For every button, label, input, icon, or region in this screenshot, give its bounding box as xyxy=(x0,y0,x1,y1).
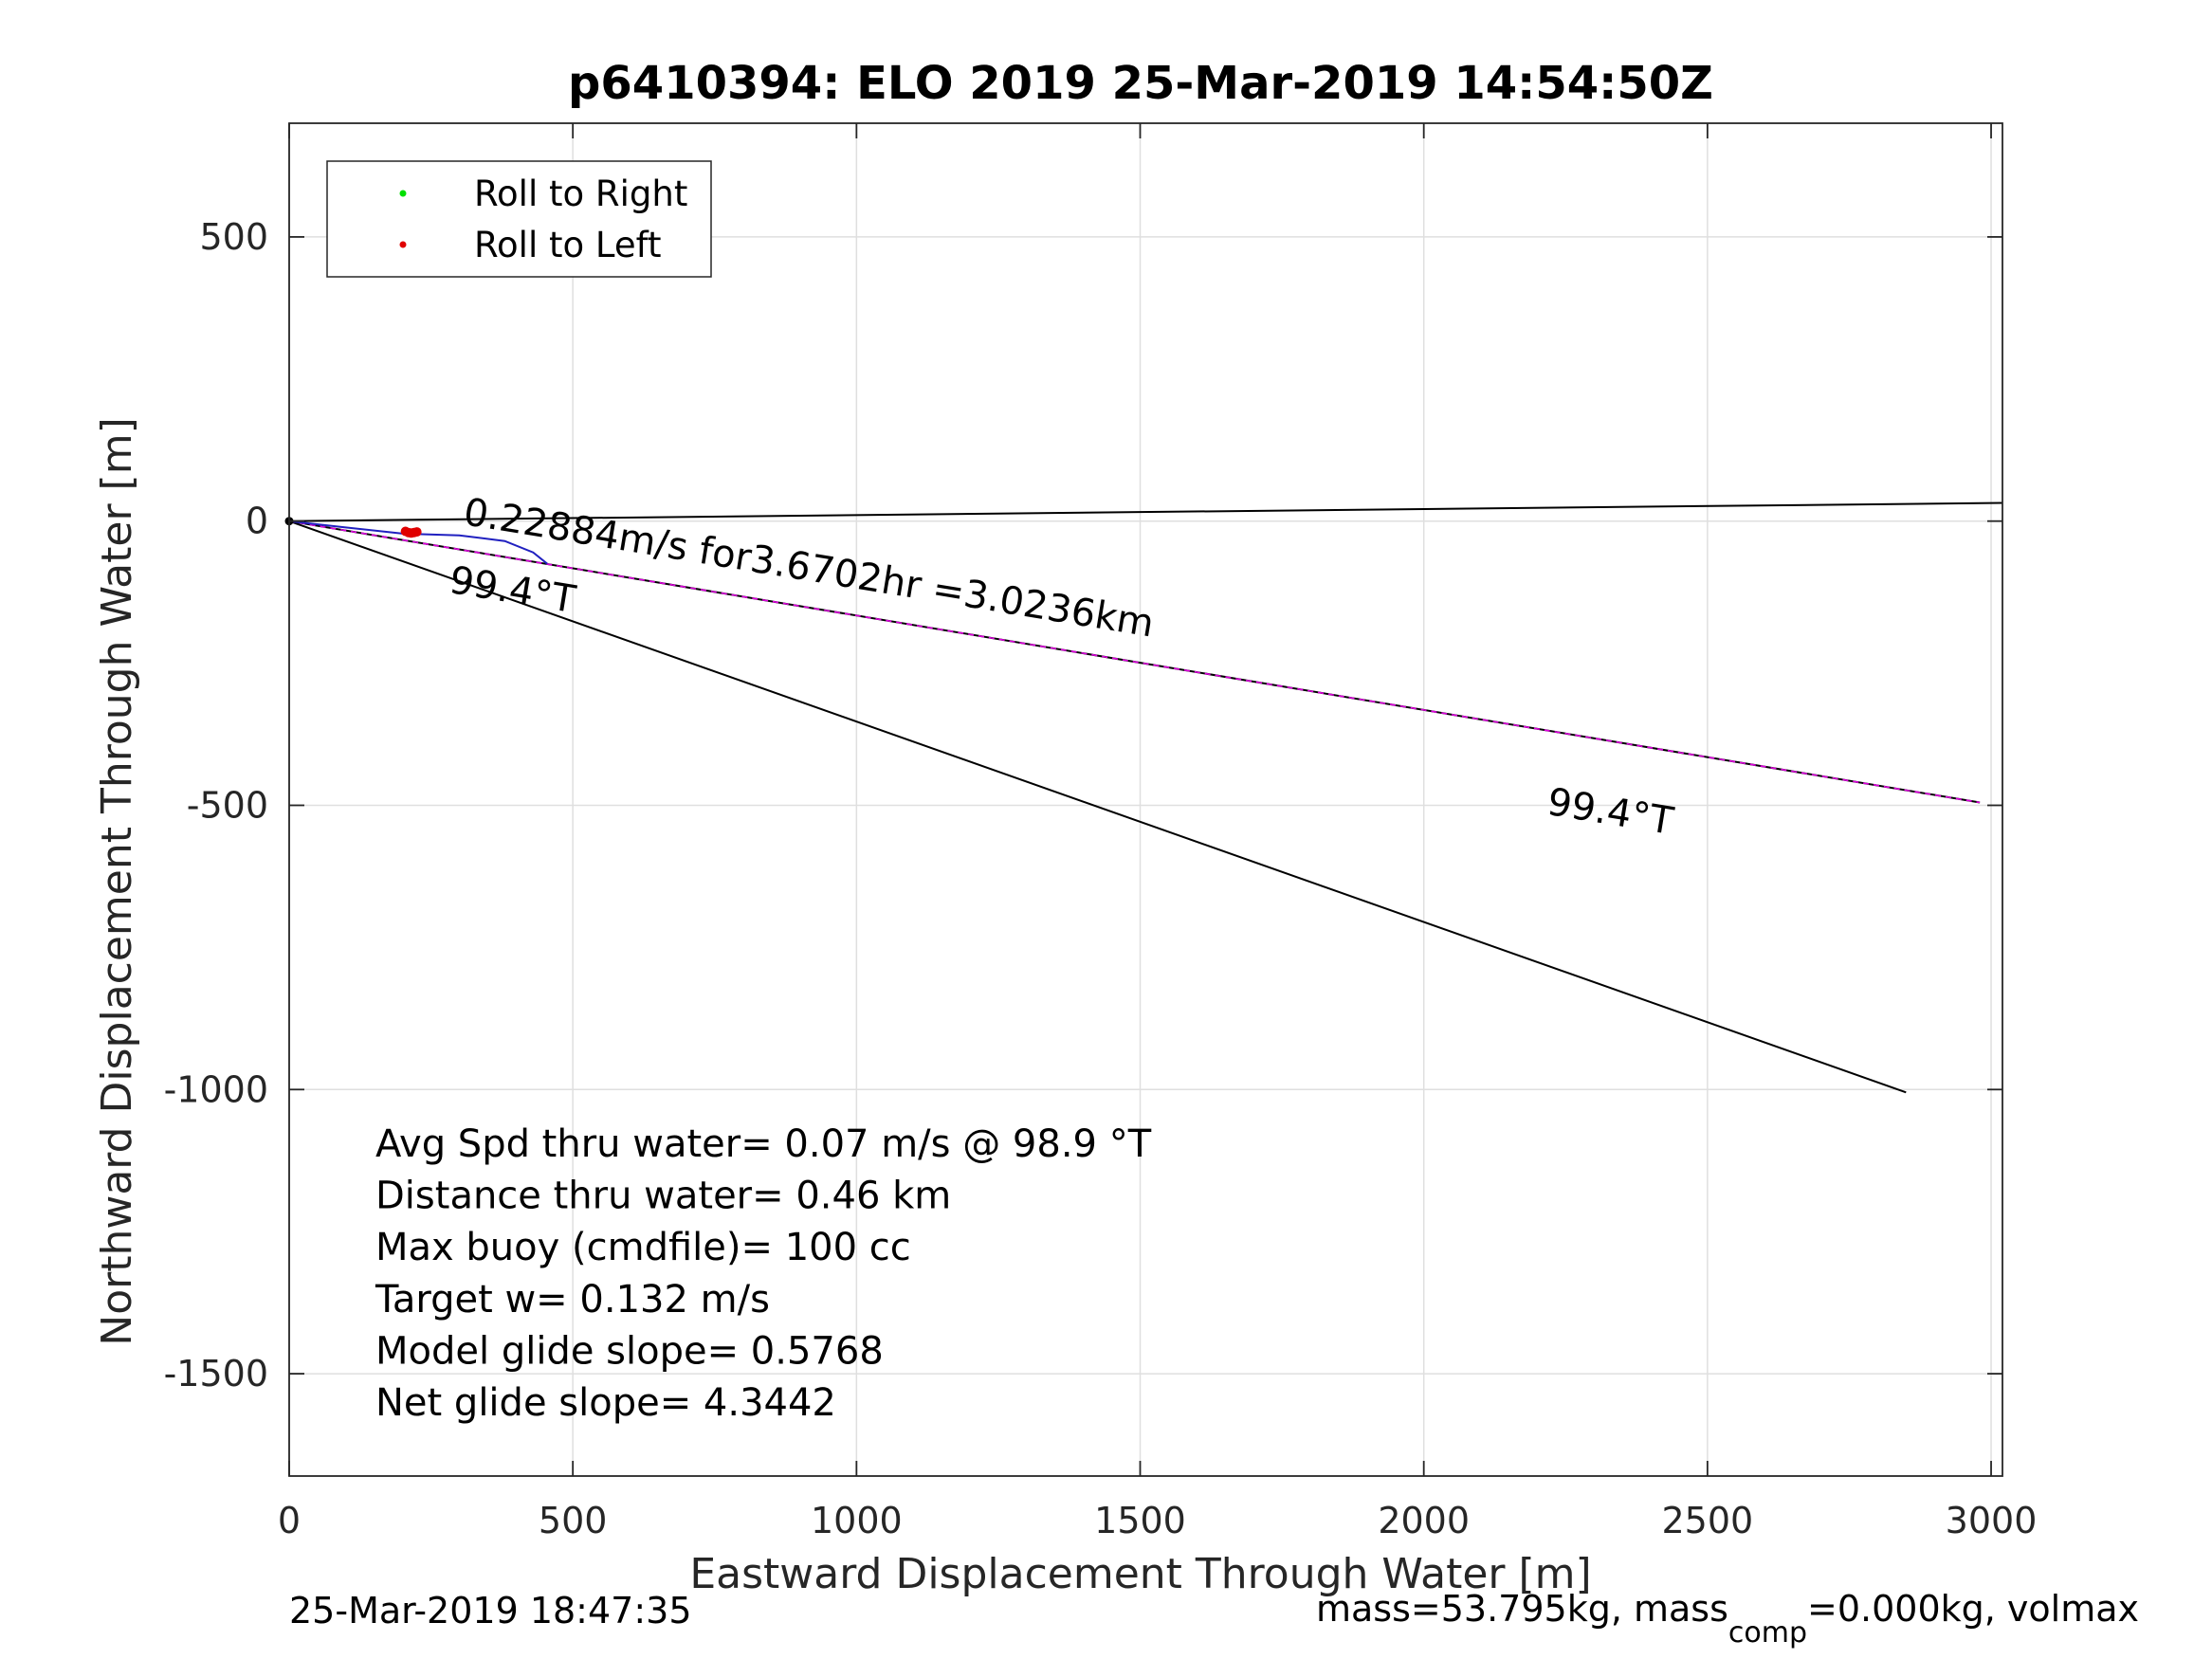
footer-timestamp: 25-Mar-2019 18:47:35 xyxy=(289,1590,692,1632)
stat-line-4: Model glide slope= 0.5768 xyxy=(375,1329,884,1373)
x-tick-label-2: 1000 xyxy=(811,1500,903,1541)
y-tick-label-1: -1000 xyxy=(164,1068,268,1110)
series-line-3 xyxy=(288,520,1981,804)
plot-area xyxy=(289,123,2002,1476)
chart-title: p6410394: ELO 2019 25-Mar-2019 14:54:50Z xyxy=(568,57,1713,110)
stat-line-1: Distance thru water= 0.46 km xyxy=(375,1175,951,1218)
grid xyxy=(288,123,2002,1476)
stat-line-0: Avg Spd thru water= 0.07 m/s @ 98.9 °T xyxy=(375,1122,1152,1166)
axes-frame xyxy=(288,122,2003,1477)
stat-line-2: Max buoy (cmdfile)= 100 cc xyxy=(375,1226,911,1269)
legend-label-roll-right: Roll to Right xyxy=(474,173,687,214)
x-tick-label-6: 3000 xyxy=(1946,1500,2038,1541)
legend: Roll to Right Roll to Left xyxy=(326,160,712,278)
stat-line-3: Target w= 0.132 m/s xyxy=(375,1278,770,1322)
legend-marker-roll-right xyxy=(399,190,407,197)
roll-left-point-4 xyxy=(411,527,422,538)
footer-mass-suffix: =0.000kg, volmax xyxy=(1807,1588,2139,1630)
y-tick-label-4: 500 xyxy=(199,216,268,258)
y-axis-ticks: -1500 -1000 -500 0 500 xyxy=(164,216,2002,1395)
footer-mass-prefix: mass=53.795kg, mass xyxy=(1316,1588,1728,1630)
y-tick-label-0: -1500 xyxy=(164,1353,268,1395)
x-tick-label-4: 2000 xyxy=(1378,1500,1470,1541)
series-line-1 xyxy=(288,520,1907,1094)
x-tick-label-3: 1500 xyxy=(1094,1500,1186,1541)
y-tick-label-3: 0 xyxy=(246,501,268,542)
series-layer xyxy=(284,501,2003,1094)
x-tick-label-0: 0 xyxy=(278,1500,301,1541)
legend-marker-roll-left xyxy=(399,241,407,248)
stat-line-5: Net glide slope= 4.3442 xyxy=(375,1381,836,1425)
x-tick-label-5: 2500 xyxy=(1662,1500,1754,1541)
legend-label-roll-left: Roll to Left xyxy=(474,225,662,265)
axes-box xyxy=(288,122,2003,1477)
y-axis-label: Northward Displacement Through Water [m] xyxy=(93,417,141,1345)
stats-block: Avg Spd thru water= 0.07 m/s @ 98.9 °T Di… xyxy=(375,1122,1152,1425)
footer-mass-text: mass=53.795kg, masscomp=0.000kg, volmax xyxy=(1316,1588,2139,1650)
x-tick-label-1: 500 xyxy=(539,1500,608,1541)
legend-box xyxy=(326,160,712,278)
series-line-0 xyxy=(288,501,2003,522)
x-axis-label: Eastward Displacement Through Water [m] xyxy=(689,1550,1591,1598)
footer-mass-subscript: comp xyxy=(1728,1616,1807,1650)
y-tick-label-2: -500 xyxy=(187,784,268,826)
x-axis-ticks: 0 500 1000 1500 2000 2500 3000 xyxy=(278,123,2037,1541)
series-line-4 xyxy=(288,520,548,565)
